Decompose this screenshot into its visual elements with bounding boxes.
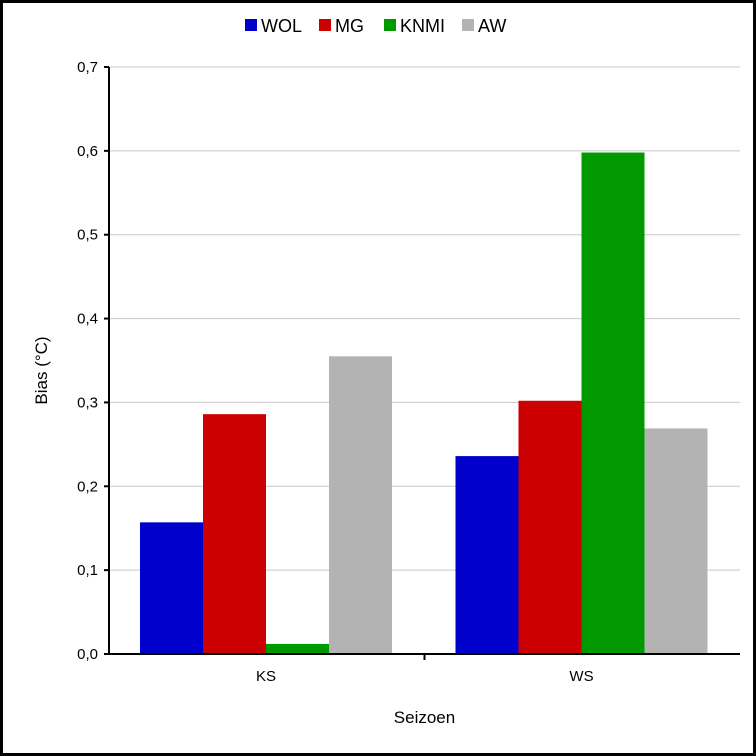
- bar-mg-ws: [518, 400, 582, 654]
- legend-label-mg: MG: [335, 16, 364, 36]
- legend-label-knmi: KNMI: [400, 16, 445, 36]
- bar-mg-ks: [203, 414, 266, 654]
- x-category-label: WS: [569, 668, 593, 685]
- legend-label-aw: AW: [478, 16, 506, 36]
- y-tick-label: 0,2: [77, 478, 98, 495]
- y-tick-label: 0,0: [77, 646, 98, 663]
- legend: WOL MG KNMI AW: [245, 16, 506, 36]
- y-tick-label: 0,6: [77, 143, 98, 160]
- legend-swatch-knmi: [384, 19, 396, 31]
- x-category-label: KS: [256, 668, 276, 685]
- bar-aw-ws: [644, 428, 708, 654]
- x-axis-title: Seizoen: [394, 708, 455, 727]
- axes: [104, 66, 740, 660]
- y-tick-label: 0,1: [77, 562, 98, 579]
- y-tick-labels: 0,0 0,1 0,2 0,3 0,4 0,5 0,6 0,7: [77, 59, 98, 663]
- y-tick-label: 0,3: [77, 394, 98, 411]
- bar-knmi-ks: [266, 643, 329, 654]
- x-category-labels: KS WS: [256, 668, 594, 685]
- bar-wol-ws: [455, 456, 519, 654]
- legend-swatch-aw: [462, 19, 474, 31]
- y-tick-label: 0,5: [77, 227, 98, 244]
- legend-swatch-wol: [245, 19, 257, 31]
- legend-label-wol: WOL: [261, 16, 302, 36]
- bar-wol-ks: [140, 522, 203, 654]
- bars: [140, 152, 708, 654]
- legend-swatch-mg: [319, 19, 331, 31]
- bar-knmi-ws: [581, 152, 645, 654]
- bar-aw-ks: [329, 356, 392, 654]
- y-axis-title: Bias (°C): [32, 336, 51, 404]
- y-tick-label: 0,7: [77, 59, 98, 76]
- y-tick-label: 0,4: [77, 311, 98, 328]
